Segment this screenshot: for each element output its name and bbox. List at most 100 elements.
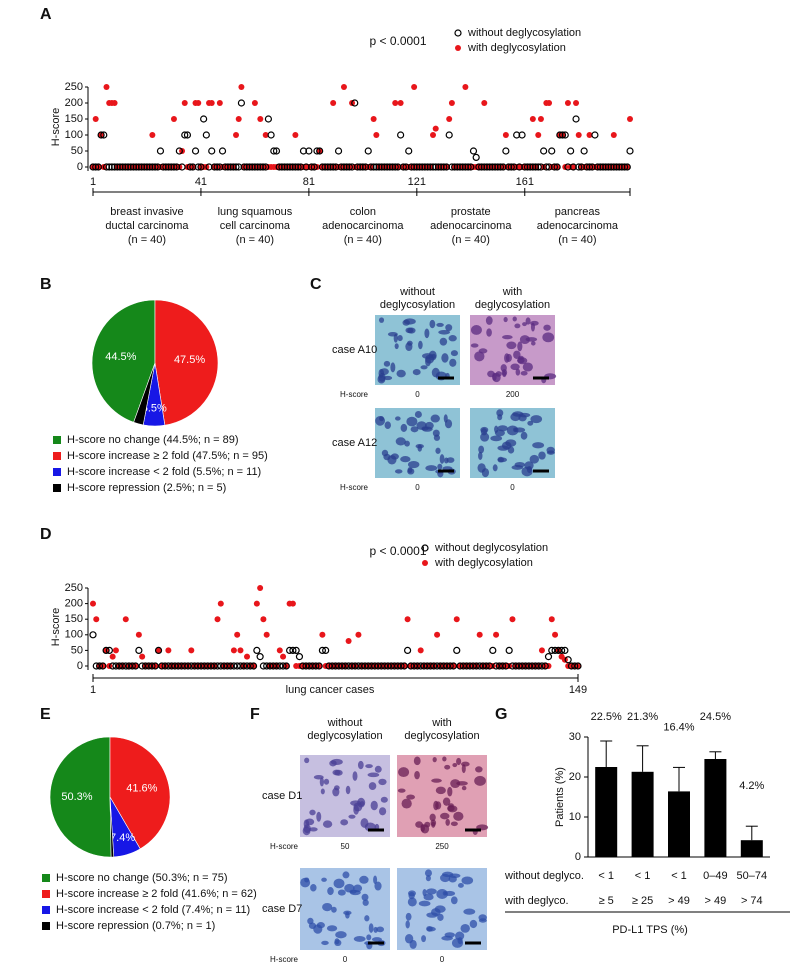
legend-label: H-score repression (0.7%; n = 1) — [56, 920, 215, 932]
nucleus — [327, 887, 334, 896]
nucleus — [426, 925, 433, 932]
nucleus — [394, 343, 399, 350]
point — [173, 163, 181, 171]
point — [216, 100, 223, 106]
point — [607, 163, 615, 171]
annotation: p < 0.0001 — [369, 544, 426, 558]
nucleus — [407, 327, 416, 334]
point — [529, 116, 536, 122]
point — [253, 600, 260, 607]
point — [127, 163, 135, 171]
point — [315, 662, 323, 670]
nucleus — [362, 899, 369, 906]
point — [493, 631, 500, 638]
nucleus — [439, 454, 445, 464]
point — [286, 163, 294, 171]
score-value: 200 — [506, 390, 520, 399]
legend-marker — [454, 29, 462, 37]
legend-swatch — [42, 906, 50, 914]
nucleus — [366, 934, 372, 941]
point — [491, 163, 499, 171]
point — [513, 131, 521, 139]
nucleus — [543, 324, 551, 331]
nucleus — [436, 322, 444, 327]
point — [299, 147, 308, 155]
column-header: deglycosylation — [307, 730, 382, 742]
point — [375, 163, 383, 171]
nucleus — [406, 416, 418, 427]
nucleus — [497, 425, 508, 432]
point — [596, 163, 604, 171]
point — [291, 163, 299, 171]
row-label: without deglyco. — [504, 870, 584, 882]
group-label: (n = 40) — [558, 234, 596, 246]
legend-marker — [421, 544, 429, 552]
x-axis-label: PD-L1 TPS (%) — [612, 924, 688, 936]
point — [128, 662, 136, 670]
point — [217, 600, 224, 607]
point — [448, 100, 455, 106]
point — [538, 662, 546, 670]
legend-label: with deglycosylation — [467, 42, 566, 54]
bar-value-label: 4.2% — [739, 780, 764, 792]
point — [627, 116, 633, 122]
nucleus — [429, 319, 436, 329]
nucleus — [440, 812, 450, 820]
point — [446, 662, 454, 670]
point — [175, 147, 183, 155]
point — [312, 662, 320, 670]
point — [149, 132, 156, 138]
point — [343, 163, 351, 171]
nucleus — [320, 788, 325, 795]
panel-letter: A — [40, 6, 52, 23]
score-value: 0 — [510, 483, 515, 492]
point — [216, 163, 224, 171]
point — [594, 163, 602, 171]
legend-swatch — [53, 484, 61, 492]
point — [494, 163, 502, 171]
point — [411, 84, 418, 90]
point — [583, 163, 591, 171]
point — [523, 163, 532, 171]
nucleus — [426, 912, 438, 918]
y-tick-label: 50 — [71, 644, 83, 656]
nucleus — [463, 908, 476, 915]
point — [337, 163, 345, 171]
nucleus — [440, 873, 451, 883]
group-label: lung squamous — [218, 206, 293, 218]
nucleus — [329, 760, 337, 767]
point — [262, 163, 270, 171]
point — [102, 646, 110, 655]
nucleus — [368, 782, 377, 791]
nucleus — [333, 878, 345, 889]
point — [280, 653, 287, 660]
point — [240, 163, 248, 171]
nucleus — [525, 317, 531, 325]
nucleus — [497, 445, 510, 451]
point — [534, 163, 542, 171]
nucleus — [352, 771, 358, 781]
point — [244, 653, 251, 660]
point — [135, 631, 142, 638]
point — [151, 163, 159, 171]
nucleus — [527, 420, 534, 426]
point — [326, 163, 335, 171]
nucleus — [420, 823, 426, 832]
point — [105, 646, 113, 655]
nucleus — [470, 343, 479, 348]
nucleus — [405, 920, 410, 929]
nucleus — [478, 451, 483, 460]
point — [572, 115, 580, 123]
point — [413, 163, 421, 171]
point — [170, 116, 177, 122]
legend-label: H-score increase < 2 fold (7.4%; n = 11) — [56, 904, 250, 916]
nucleus — [457, 883, 464, 888]
group-label: adenocarcinoma — [322, 220, 404, 232]
point — [453, 163, 461, 171]
point — [116, 163, 124, 171]
nucleus — [469, 919, 478, 929]
nucleus — [326, 925, 338, 932]
point — [434, 163, 443, 171]
legend-marker — [422, 560, 428, 566]
